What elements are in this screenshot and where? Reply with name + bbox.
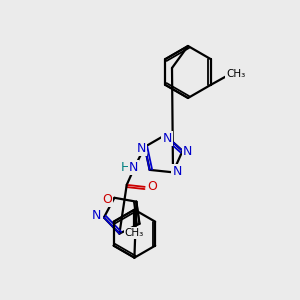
Text: O: O [147, 180, 157, 194]
Text: N: N [183, 145, 192, 158]
Text: CH₃: CH₃ [226, 69, 245, 79]
Text: H: H [121, 161, 130, 174]
Text: N: N [129, 161, 138, 174]
Text: N: N [172, 165, 182, 178]
Text: O: O [103, 193, 112, 206]
Text: CH₃: CH₃ [125, 228, 144, 238]
Text: N: N [137, 142, 146, 155]
Text: N: N [162, 132, 172, 145]
Text: N: N [92, 209, 102, 222]
